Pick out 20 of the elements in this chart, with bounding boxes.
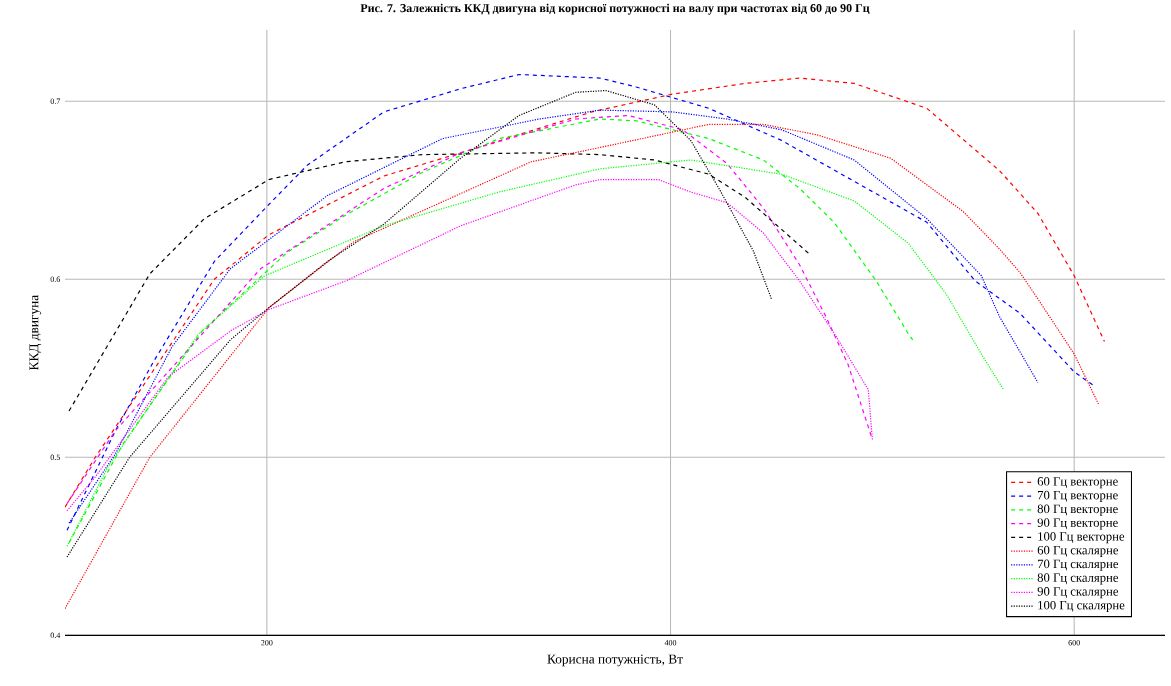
y-tick-label: 0.6 [50, 276, 61, 282]
x-tick-label: 600 [1068, 640, 1080, 646]
legend-label: 60 Гц векторне [1037, 477, 1118, 489]
legend-label: 90 Гц векторне [1037, 518, 1118, 530]
legend-label: 80 Гц скалярне [1037, 573, 1119, 585]
legend-label: 80 Гц векторне [1037, 504, 1118, 516]
legend-label: 60 Гц скалярне [1037, 545, 1119, 557]
legend-label: 100 Гц векторне [1038, 532, 1125, 544]
y-tick-label: 0.5 [50, 454, 60, 460]
legend-label: 70 Гц скалярне [1038, 559, 1119, 571]
x-tick-label: 400 [664, 640, 677, 646]
x-tick-label: 200 [261, 640, 273, 646]
y-tick-label: 0.7 [50, 98, 61, 104]
legend-label: 100 Гц скалярне [1038, 600, 1125, 612]
legend-label: 70 Гц векторне [1038, 490, 1118, 502]
y-axis-title: ККД двигуна [29, 295, 42, 371]
legend-label: 90 Гц скалярне [1037, 587, 1119, 599]
y-tick-label: 0.4 [50, 632, 61, 639]
x-axis-title: Корисна потужність, Вт [547, 654, 683, 667]
chart-title: Рис. 7. Залежність ККД двигуна від корисної потужності на валу при частотах від 60 до 90 Гц [360, 3, 870, 15]
